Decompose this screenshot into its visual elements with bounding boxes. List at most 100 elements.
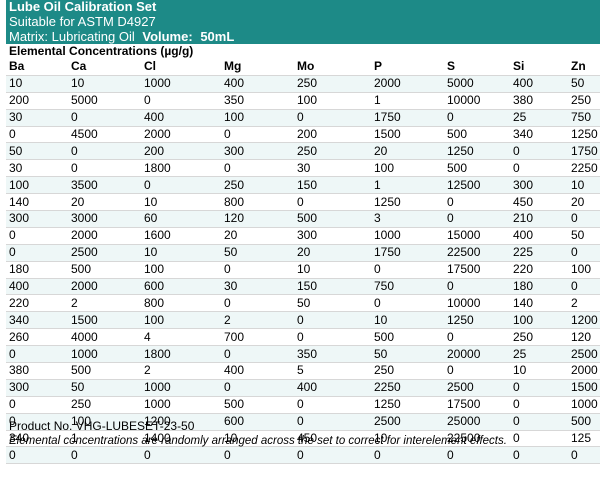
- table-cell: 350: [294, 345, 371, 364]
- table-cell: 100: [68, 413, 141, 431]
- volume-value: 50mL: [200, 29, 235, 44]
- table-cell: 500: [294, 210, 371, 228]
- table-cell: 400: [6, 278, 68, 296]
- table-cell: 300: [294, 227, 371, 245]
- table-cell: 1250: [371, 193, 444, 212]
- table-cell: 2000: [68, 227, 141, 245]
- table-cell: 4: [141, 328, 221, 347]
- table-cell: 1200: [568, 311, 600, 330]
- table-cell: 250: [294, 75, 371, 93]
- table-cell: 1: [68, 430, 141, 448]
- table-cell: 340: [6, 311, 68, 330]
- table-cell: 0: [444, 362, 510, 380]
- table-cell: 250: [221, 176, 294, 195]
- table-cell: 0: [510, 379, 568, 397]
- table-cell: 2: [141, 362, 221, 380]
- table-cell: 0: [221, 159, 294, 178]
- table-cell: 3500: [68, 176, 141, 195]
- table-cell: 450: [510, 193, 568, 212]
- table-cell: 400: [510, 75, 568, 93]
- table-cell: 380: [510, 92, 568, 110]
- table-cell: 400: [510, 227, 568, 245]
- table-cell: 300: [6, 379, 68, 397]
- column-header: Zn: [568, 59, 600, 76]
- table-cell: 2000: [141, 126, 221, 144]
- table-cell: 2250: [371, 379, 444, 397]
- table-cell: 400: [221, 75, 294, 93]
- table-cell: 250: [510, 328, 568, 347]
- footnote: Elemental concentrations are randomly ar…: [9, 435, 507, 447]
- table-cell: 225: [510, 244, 568, 262]
- table-cell: 180: [510, 278, 568, 296]
- table-cell: 12500: [444, 176, 510, 195]
- table-cell: 30: [221, 278, 294, 296]
- table-cell: 0: [6, 227, 68, 245]
- table-cell: 2500: [68, 244, 141, 262]
- table-cell: 0: [444, 109, 510, 127]
- table-cell: 0: [371, 294, 444, 313]
- table-cell: 340: [510, 126, 568, 144]
- table-cell: 250: [371, 362, 444, 380]
- table-cell: 0: [68, 109, 141, 127]
- table-cell: 800: [221, 193, 294, 212]
- table-cell: 3: [371, 210, 444, 228]
- table-cell: 210: [510, 210, 568, 228]
- table-cell: 25: [510, 345, 568, 364]
- table-cell: 0: [568, 446, 600, 465]
- table-cell: 0: [6, 413, 68, 431]
- table-cell: 22500: [444, 244, 510, 262]
- table-cell: 220: [6, 294, 68, 313]
- table-cell: 0: [568, 244, 600, 262]
- table-cell: 20: [221, 227, 294, 245]
- table-cell: 1200: [141, 413, 221, 431]
- table-cell: 20: [371, 142, 444, 161]
- table-row: 220 2 800 0 50 0 10000 140 2: [6, 294, 600, 313]
- table-cell: 1000: [568, 396, 600, 414]
- table-cell: 250: [294, 142, 371, 161]
- column-header: Mo: [294, 59, 371, 76]
- table-cell: 800: [141, 294, 221, 313]
- volume-label: Volume:: [142, 29, 193, 44]
- table-row: 30 0 400 100 0 1750 0 25 750: [6, 109, 600, 127]
- table-cell: 200: [141, 142, 221, 161]
- table-cell: 0: [510, 430, 568, 448]
- table-cell: 1000: [141, 396, 221, 414]
- table-cell: 50: [568, 75, 600, 93]
- table-cell: 20: [568, 193, 600, 212]
- table-cell: 300: [221, 142, 294, 161]
- table-cell: 400: [221, 362, 294, 380]
- table-cell: 10: [371, 311, 444, 330]
- table-cell: 0: [141, 92, 221, 110]
- table-row: 300 50 1000 0 400 2250 2500 0 1500: [6, 379, 600, 397]
- table-cell: 0: [294, 109, 371, 127]
- table-cell: 1000: [371, 227, 444, 245]
- table-row: 0 4500 2000 0 200 1500 500 340 1250: [6, 126, 600, 144]
- column-header: Ca: [68, 59, 141, 76]
- table-cell: 5000: [68, 92, 141, 110]
- table-cell: 0: [221, 345, 294, 364]
- table-cell: 1: [371, 176, 444, 195]
- table-cell: 150: [294, 176, 371, 195]
- table-cell: 2: [68, 294, 141, 313]
- table-cell: 100: [6, 176, 68, 195]
- table-cell: 1000: [68, 345, 141, 364]
- table-row: 300 3000 60 120 500 3 0 210 0: [6, 210, 600, 228]
- product-subtitle: Suitable for ASTM D4927: [9, 14, 156, 29]
- table-cell: 500: [68, 362, 141, 380]
- table-cell: 0: [6, 244, 68, 262]
- table-cell: 1500: [371, 126, 444, 144]
- matrix-value: Lubricating Oil: [51, 29, 135, 44]
- table-cell: 2500: [568, 345, 600, 364]
- table-row: 340 1500 100 2 0 10 1250 100 1200: [6, 311, 600, 330]
- table-row: 0 100 1200 600 0 2500 25000 0 500: [6, 413, 600, 431]
- table-cell: 0: [294, 328, 371, 347]
- table-cell: 0: [510, 446, 568, 465]
- table-cell: 4500: [68, 126, 141, 144]
- table-row: 0 1000 1800 0 350 50 20000 25 2500: [6, 345, 600, 364]
- table-cell: 100: [371, 159, 444, 178]
- table-cell: 0: [510, 159, 568, 178]
- table-cell: 2500: [444, 379, 510, 397]
- table-cell: 10: [221, 430, 294, 448]
- table-row: 140 20 10 800 0 1250 0 450 20: [6, 193, 600, 212]
- table-cell: 0: [6, 396, 68, 414]
